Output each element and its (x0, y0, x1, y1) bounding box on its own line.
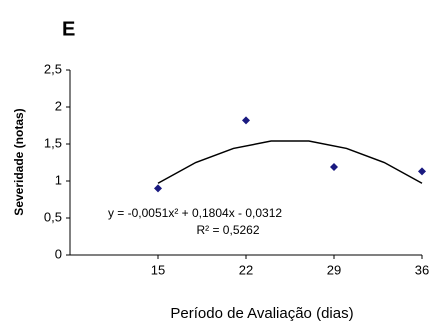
x-tick-label: 15 (151, 262, 165, 277)
x-tick-label: 29 (327, 262, 341, 277)
y-tick-label: 0,5 (44, 209, 62, 224)
y-tick-label: 1 (55, 172, 62, 187)
y-axis-label: Severidade (notas) (12, 108, 26, 215)
point (242, 116, 250, 125)
r-squared: R² = 0,5262 (196, 223, 259, 237)
x-axis-label: Período de Avaliação (dias) (170, 305, 353, 322)
y-tick-label: 0 (55, 246, 62, 261)
y-tick-label: 2,5 (44, 61, 62, 76)
y-tick-label: 2 (55, 98, 62, 113)
point (418, 167, 426, 176)
point (154, 184, 162, 193)
panel-label: E (62, 18, 75, 40)
trendline (157, 140, 423, 184)
equation: y = -0,0051x² + 0,1804x - 0,0312 (108, 206, 282, 220)
x-tick-label: 36 (415, 262, 429, 277)
y-tick-label: 1,5 (44, 135, 62, 150)
point (330, 162, 338, 171)
x-tick-label: 22 (239, 262, 253, 277)
